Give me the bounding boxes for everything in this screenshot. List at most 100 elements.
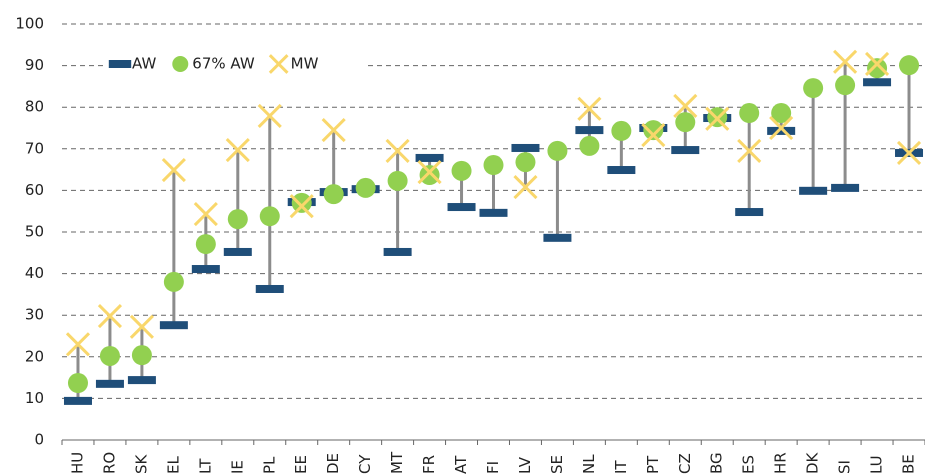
x-tick-label: LV — [516, 456, 534, 474]
mw-cross-stroke — [896, 140, 922, 166]
mw-cross-stroke — [161, 157, 186, 183]
x-tick-label: BE — [900, 454, 918, 474]
aw67-dot — [771, 103, 792, 124]
mw-cross-stroke — [385, 138, 410, 163]
x-tick-label: FI — [484, 461, 502, 474]
x-tick-label: SK — [132, 453, 150, 474]
x-tick-label: SE — [548, 455, 566, 474]
aw67-dot — [195, 234, 216, 255]
aw67-dot — [355, 177, 376, 198]
y-tick-label: 70 — [25, 139, 44, 157]
mw-cross-stroke — [65, 332, 91, 357]
x-tick-label: MT — [388, 451, 406, 474]
mw-cross — [161, 157, 186, 183]
mw-cross — [833, 49, 858, 74]
x-tick-label: IT — [612, 460, 630, 474]
mw-cross-stroke — [673, 93, 698, 119]
x-tick-label: SI — [836, 460, 854, 474]
mw-cross — [65, 332, 91, 357]
legend-marker — [172, 56, 189, 72]
aw-dash — [735, 208, 764, 217]
mw-cross-stroke — [129, 314, 154, 339]
aw67-dot — [227, 209, 248, 230]
mw-cross — [417, 160, 442, 185]
legend-label: MW — [291, 55, 319, 73]
mw-cross — [513, 175, 538, 200]
aw67-dot — [643, 120, 664, 141]
mw-cross — [289, 194, 314, 219]
aw67-dot — [291, 192, 312, 213]
mw-cross — [225, 137, 250, 163]
mw-cross — [864, 51, 890, 76]
mw-cross-stroke — [257, 103, 282, 128]
y-tick-label: 10 — [25, 389, 44, 407]
aw67-dot — [515, 152, 536, 173]
x-tick-label: ES — [740, 455, 758, 474]
aw67-dot — [611, 120, 632, 141]
aw67-dot — [483, 155, 504, 176]
x-tick-label: EE — [292, 455, 310, 474]
x-tick-label: PL — [260, 456, 278, 474]
aw67-dot — [675, 112, 696, 133]
mw-cross-stroke — [833, 49, 858, 74]
mw-cross — [321, 118, 346, 143]
aw-dash — [383, 247, 412, 256]
mw-cross — [577, 96, 602, 121]
aw67-dot — [131, 345, 152, 366]
aw-dash — [127, 376, 156, 385]
aw67-dot — [323, 184, 344, 205]
mw-cross — [129, 314, 154, 339]
aw-dash — [543, 233, 572, 242]
mw-cross — [641, 123, 666, 148]
aw67-dot — [451, 160, 472, 181]
aw67-dot — [67, 373, 88, 394]
y-tick-label: 50 — [25, 223, 44, 241]
mw-cross-stroke — [193, 202, 218, 227]
x-tick-label: LU — [868, 455, 886, 474]
aw-dash — [799, 186, 828, 195]
aw67-dot — [835, 75, 856, 96]
legend-bg — [104, 52, 366, 76]
x-tick-label: AT — [452, 455, 470, 474]
x-tick-label: IE — [228, 460, 246, 474]
y-tick-label: 80 — [25, 98, 44, 116]
mw-cross-stroke — [97, 303, 123, 329]
mw-cross — [673, 93, 698, 119]
aw-dash — [255, 284, 284, 293]
aw-dash — [447, 203, 476, 212]
mw-cross-stroke — [417, 160, 442, 185]
y-tick-label: 100 — [15, 15, 44, 33]
x-tick-label: CY — [356, 454, 374, 474]
mw-cross-stroke — [321, 118, 346, 143]
aw-dash — [191, 265, 220, 274]
x-tick-label: LT — [196, 458, 214, 474]
x-tick-label: DE — [324, 453, 342, 474]
x-tick-label: HR — [772, 452, 790, 474]
x-tick-label: EL — [164, 456, 182, 474]
mw-cross — [737, 138, 762, 163]
aw-dash — [511, 143, 540, 152]
aw-dash — [479, 208, 508, 217]
legend: AW 67% AW MW — [104, 52, 366, 76]
aw67-dot — [419, 165, 440, 186]
aw-dash — [415, 153, 444, 162]
aw-dash — [607, 166, 636, 175]
mw-cross-stroke — [864, 51, 890, 76]
mw-cross — [705, 106, 730, 131]
mw-cross — [385, 138, 410, 163]
mw-cross-stroke — [705, 106, 730, 131]
x-tick-label: BG — [708, 452, 726, 474]
x-tick-label: CZ — [676, 453, 694, 474]
mw-cross-stroke — [769, 115, 794, 141]
y-tick-label: 40 — [25, 264, 44, 282]
aw-dash — [863, 78, 892, 87]
aw67-dot — [163, 271, 184, 292]
x-tick-label: DK — [804, 451, 822, 474]
mw-cross-stroke — [268, 54, 289, 74]
y-tick-label: 60 — [25, 181, 44, 199]
mw-cross-stroke — [289, 194, 314, 219]
mw-cross-stroke — [225, 137, 250, 163]
aw-dash — [767, 126, 796, 135]
aw67-dot — [899, 55, 920, 76]
mw-cross-stroke — [577, 96, 602, 121]
